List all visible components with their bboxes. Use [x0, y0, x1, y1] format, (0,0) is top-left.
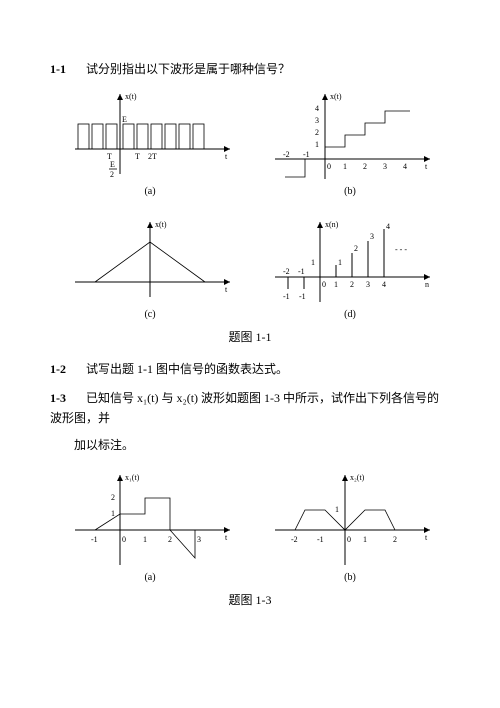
svg-text:1: 1 [334, 280, 338, 289]
svg-text:2T: 2T [148, 152, 157, 161]
svg-text:1: 1 [311, 258, 315, 267]
svg-text:2: 2 [110, 170, 114, 179]
question-1-2: 1-2 试写出题 1-1 图中信号的函数表达式。 [50, 360, 450, 379]
subfig-label: (a) [144, 186, 155, 197]
svg-text:1: 1 [315, 140, 319, 149]
fig-1-1-row1: x(t) t E T T 2T E 2 (a) x(t) t 1 2 3 4 -… [50, 89, 450, 197]
q2-num: 1-2 [50, 362, 66, 376]
svg-text:E: E [110, 160, 115, 169]
question-1-3-cont: 加以标注。 [50, 436, 450, 455]
svg-text:2: 2 [111, 493, 115, 502]
chart-icon: x(t) t [65, 217, 235, 307]
subfig-label: (b) [344, 572, 356, 583]
question-1-1: 1-1 试分别指出以下波形是属于哪种信号？ [50, 60, 450, 79]
svg-text:2: 2 [168, 535, 172, 544]
fig-1-1-caption: 题图 1-1 [50, 328, 450, 345]
page: 1-1试分别指出以下波形是属于哪种信号？ x(t) t E T T 2T E 2… [0, 0, 500, 708]
svg-text:0: 0 [347, 535, 351, 544]
svg-text:0: 0 [327, 162, 331, 171]
svg-text:4: 4 [403, 162, 407, 171]
q1-text: 试分别指出以下波形是属于哪种信号？ [86, 62, 290, 76]
svg-text:4: 4 [386, 222, 390, 231]
svg-text:1: 1 [335, 505, 339, 514]
svg-text:-1: -1 [317, 535, 324, 544]
svg-text:- - -: - - - [395, 245, 407, 254]
q3-text1: 已知信号 x₁(t) 与 x₂(t) 波形如题图 1-3 中所示，试作出下列各信… [50, 391, 439, 424]
svg-text:3: 3 [315, 116, 319, 125]
chart-icon: x(t) t E T T 2T E 2 [65, 89, 235, 184]
subfig-label: (b) [344, 186, 356, 197]
svg-text:0: 0 [122, 535, 126, 544]
svg-text:3: 3 [383, 162, 387, 171]
question-1-3: 1-3已知信号 x₁(t) 与 x₂(t) 波形如题图 1-3 中所示，试作出下… [50, 389, 450, 427]
svg-text:t: t [225, 285, 228, 294]
svg-text:-1: -1 [298, 267, 305, 276]
fig-1-3-a: x₁(t) t 1 2 -1 0 1 2 3 (a) [50, 470, 250, 583]
subfig-label: (d) [344, 309, 356, 320]
svg-text:2: 2 [363, 162, 367, 171]
svg-text:2: 2 [350, 280, 354, 289]
svg-text:-1: -1 [303, 150, 310, 159]
chart-icon: x₂(t) t 1 -2 -1 0 1 2 [265, 470, 435, 570]
subfig-label: (a) [144, 572, 155, 583]
fig-1-3-row: x₁(t) t 1 2 -1 0 1 2 3 (a) x₂(t) t 1 -2 … [50, 470, 450, 583]
svg-text:-1: -1 [91, 535, 98, 544]
svg-text:E: E [122, 115, 127, 124]
svg-text:x(n): x(n) [325, 220, 339, 229]
fig-1-1-b: x(t) t 1 2 3 4 -2 -1 0 1 2 3 4 (b) [250, 89, 450, 197]
q1-num: 1-1 [50, 62, 66, 76]
svg-text:3: 3 [197, 535, 201, 544]
q2-text: 试写出题 1-1 图中信号的函数表达式。 [86, 362, 288, 376]
svg-text:-2: -2 [283, 150, 290, 159]
svg-text:1: 1 [143, 535, 147, 544]
svg-text:x₂(t): x₂(t) [350, 473, 365, 482]
svg-text:2: 2 [354, 244, 358, 253]
fig-1-1-d: x(n) n -2 -1 0 1 2 3 4 -1 -1 1 1 2 3 4 -… [250, 217, 450, 320]
fig-1-1-a: x(t) t E T T 2T E 2 (a) [50, 89, 250, 197]
svg-text:t: t [425, 162, 428, 171]
svg-text:1: 1 [363, 535, 367, 544]
svg-text:4: 4 [382, 280, 386, 289]
fig-1-3-caption: 题图 1-3 [50, 591, 450, 608]
svg-text:t: t [225, 533, 228, 542]
fig-1-1-c: x(t) t (c) [50, 217, 250, 320]
svg-text:x(t): x(t) [125, 92, 137, 101]
svg-text:3: 3 [370, 232, 374, 241]
svg-text:4: 4 [315, 104, 319, 113]
chart-icon: x₁(t) t 1 2 -1 0 1 2 3 [65, 470, 235, 570]
svg-text:t: t [425, 533, 428, 542]
svg-text:2: 2 [393, 535, 397, 544]
chart-icon: x(n) n -2 -1 0 1 2 3 4 -1 -1 1 1 2 3 4 -… [265, 217, 435, 307]
svg-text:3: 3 [366, 280, 370, 289]
svg-text:T: T [135, 152, 140, 161]
subfig-label: (c) [144, 309, 155, 320]
fig-1-1-row2: x(t) t (c) x(n) n -2 -1 0 1 2 3 4 -1 -1 … [50, 217, 450, 320]
svg-text:-2: -2 [291, 535, 298, 544]
svg-text:1: 1 [338, 258, 342, 267]
svg-text:n: n [425, 280, 429, 289]
svg-text:x(t): x(t) [330, 92, 342, 101]
svg-text:1: 1 [111, 509, 115, 518]
fig-1-3-b: x₂(t) t 1 -2 -1 0 1 2 (b) [250, 470, 450, 583]
svg-text:x(t): x(t) [155, 220, 167, 229]
svg-text:-1: -1 [283, 292, 290, 301]
svg-text:-1: -1 [299, 292, 306, 301]
svg-text:1: 1 [343, 162, 347, 171]
svg-text:-2: -2 [283, 267, 290, 276]
svg-text:0: 0 [322, 280, 326, 289]
svg-text:2: 2 [315, 128, 319, 137]
svg-text:t: t [225, 152, 228, 161]
svg-text:x₁(t): x₁(t) [125, 473, 140, 482]
q3-num: 1-3 [50, 391, 66, 405]
chart-icon: x(t) t 1 2 3 4 -2 -1 0 1 2 3 4 [265, 89, 435, 184]
